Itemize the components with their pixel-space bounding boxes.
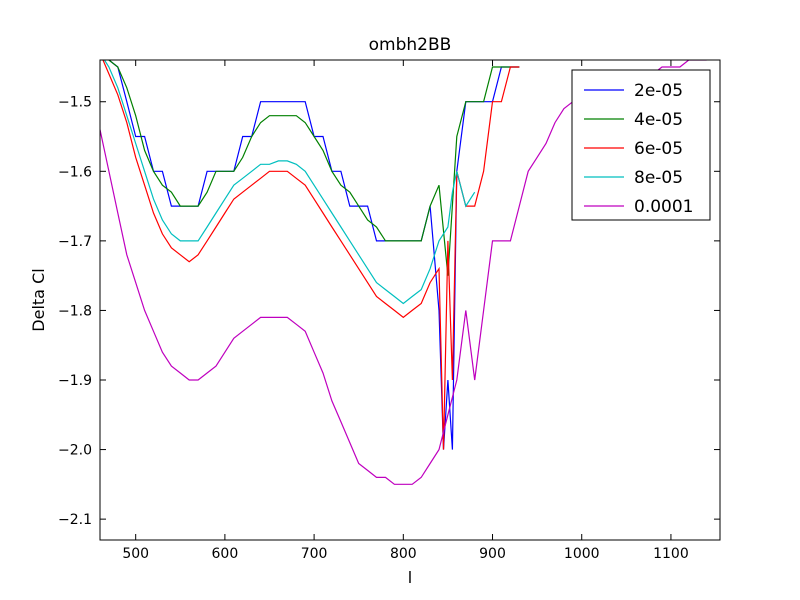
y-tick-label: −1.6 xyxy=(58,164,92,180)
y-tick-label: −1.5 xyxy=(58,95,92,111)
legend-label: 4e-05 xyxy=(634,110,683,130)
legend-label: 8e-05 xyxy=(634,168,683,188)
y-tick-label: −2.0 xyxy=(58,443,92,459)
y-axis-label: Delta Cl xyxy=(29,268,48,331)
x-tick-label: 500 xyxy=(122,546,149,562)
legend: 2e-05 4e-05 6e-05 8e-05 0.0001 xyxy=(571,69,711,221)
x-tick-label: 1000 xyxy=(564,546,600,562)
x-axis-label: l xyxy=(408,568,412,587)
x-axis: 500 600 700 800 900 1000 1100 xyxy=(122,60,689,562)
series-line-3 xyxy=(102,60,520,450)
legend-label: 0.0001 xyxy=(634,197,693,217)
legend-box xyxy=(571,69,711,221)
y-tick-label: −2.1 xyxy=(58,512,92,528)
x-tick-label: 800 xyxy=(390,546,417,562)
x-tick-label: 1100 xyxy=(653,546,689,562)
series-line-1 xyxy=(107,60,520,450)
x-tick-label: 600 xyxy=(212,546,239,562)
series-line-4 xyxy=(103,60,476,305)
legend-label: 2e-05 xyxy=(634,81,683,101)
x-tick-label: 900 xyxy=(479,546,506,562)
y-tick-label: −1.8 xyxy=(58,303,92,319)
y-axis: −2.1 −2.0 −1.9 −1.8 −1.7 −1.6 −1.5 xyxy=(58,95,720,528)
series-line-2 xyxy=(107,60,520,276)
chart-title: ombh2BB xyxy=(369,35,452,55)
legend-label: 6e-05 xyxy=(634,139,683,159)
x-tick-label: 700 xyxy=(301,546,328,562)
plot-frame xyxy=(99,59,721,541)
y-tick-label: −1.9 xyxy=(58,373,92,389)
y-tick-label: −1.7 xyxy=(58,234,92,250)
